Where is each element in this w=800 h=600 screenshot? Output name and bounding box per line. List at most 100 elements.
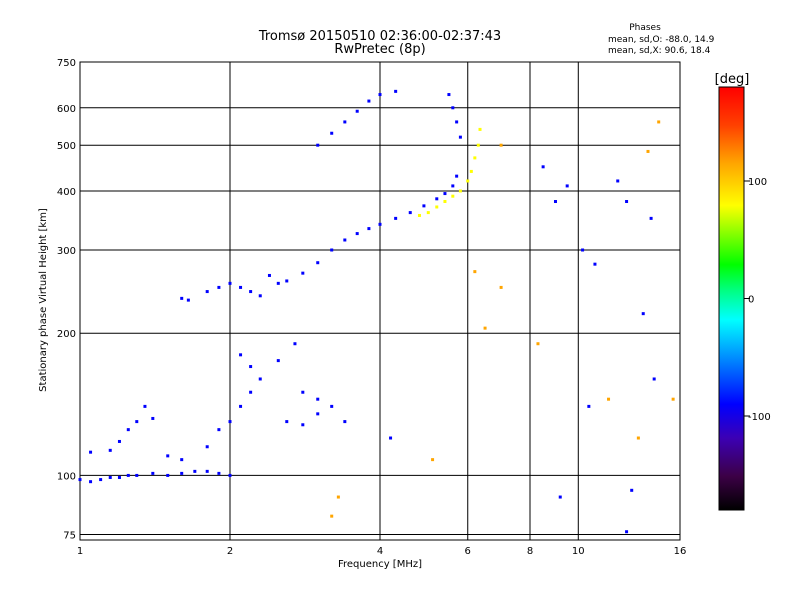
data-point bbox=[143, 404, 147, 408]
colorbar-tick-label: -100 bbox=[748, 412, 771, 423]
data-point bbox=[316, 143, 320, 147]
data-point bbox=[228, 420, 232, 424]
data-point bbox=[126, 428, 130, 432]
phase-box-x-line: mean, sd,X: 90.6, 18.4 bbox=[608, 46, 711, 56]
phase-box-header: Phases bbox=[629, 23, 661, 33]
data-point bbox=[316, 397, 320, 401]
data-point bbox=[126, 473, 130, 477]
y-tick-label: 300 bbox=[57, 246, 76, 257]
data-point bbox=[108, 475, 112, 479]
data-point bbox=[89, 480, 93, 484]
data-point bbox=[239, 404, 243, 408]
data-point bbox=[316, 261, 320, 265]
data-point bbox=[343, 420, 347, 424]
y-tick-label: 600 bbox=[57, 104, 76, 115]
data-point bbox=[330, 514, 334, 518]
data-point bbox=[607, 397, 611, 401]
data-point bbox=[343, 120, 347, 124]
x-tick-label: 4 bbox=[377, 546, 383, 557]
data-point bbox=[431, 458, 435, 462]
data-point bbox=[217, 428, 221, 432]
data-point bbox=[417, 213, 421, 217]
grid-lines bbox=[80, 62, 680, 540]
data-point bbox=[285, 420, 289, 424]
data-point bbox=[625, 200, 629, 204]
y-tick-label: 500 bbox=[57, 141, 76, 152]
data-point bbox=[641, 312, 645, 316]
data-point bbox=[355, 109, 359, 113]
y-tick-label: 750 bbox=[57, 58, 76, 69]
x-tick-label: 10 bbox=[572, 546, 585, 557]
data-point bbox=[249, 365, 253, 369]
y-axis-ticks: 75 100 200 300 400 500 600 750 bbox=[57, 58, 76, 541]
data-point bbox=[558, 495, 562, 499]
data-point bbox=[217, 471, 221, 475]
data-point bbox=[499, 285, 503, 289]
data-point bbox=[378, 222, 382, 226]
x-tick-label: 2 bbox=[227, 546, 233, 557]
y-tick-label: 200 bbox=[57, 329, 76, 340]
data-point bbox=[443, 200, 447, 204]
data-point bbox=[367, 227, 371, 231]
data-point bbox=[180, 471, 184, 475]
data-point bbox=[451, 106, 455, 110]
y-tick-label: 400 bbox=[57, 187, 76, 198]
data-point bbox=[447, 93, 451, 97]
colorbar bbox=[718, 86, 745, 511]
data-point bbox=[483, 326, 487, 330]
data-point bbox=[646, 149, 650, 153]
x-tick-label: 8 bbox=[527, 546, 533, 557]
colorbar-tick-label: 0 bbox=[748, 295, 754, 306]
data-point bbox=[553, 200, 557, 204]
data-point bbox=[451, 184, 455, 188]
data-point bbox=[330, 131, 334, 135]
data-point bbox=[616, 179, 620, 183]
data-point bbox=[285, 279, 289, 283]
data-point bbox=[228, 281, 232, 285]
x-tick-label: 6 bbox=[465, 546, 471, 557]
data-point bbox=[649, 216, 653, 220]
data-point bbox=[451, 194, 455, 198]
data-point bbox=[458, 135, 462, 139]
data-point bbox=[193, 469, 197, 473]
data-point bbox=[422, 204, 426, 208]
data-point bbox=[228, 473, 232, 477]
phase-box-o-line: mean, sd,O: -88.0, 14.9 bbox=[608, 35, 715, 45]
data-point bbox=[466, 179, 470, 183]
data-point bbox=[135, 420, 139, 424]
data-point bbox=[541, 165, 545, 169]
data-point bbox=[336, 495, 340, 499]
x-tick-label: 16 bbox=[674, 546, 687, 557]
data-point bbox=[78, 478, 82, 482]
colorbar-tick-label: 100 bbox=[748, 177, 767, 188]
data-point bbox=[316, 412, 320, 416]
data-point bbox=[117, 475, 121, 479]
data-point bbox=[186, 298, 190, 302]
data-point bbox=[330, 248, 334, 252]
data-point bbox=[205, 445, 209, 449]
data-point bbox=[99, 478, 103, 482]
data-point bbox=[469, 169, 473, 173]
data-point bbox=[652, 377, 656, 381]
data-point bbox=[276, 281, 280, 285]
data-point bbox=[536, 342, 540, 346]
data-point bbox=[587, 404, 591, 408]
data-point bbox=[636, 436, 640, 440]
data-point bbox=[301, 423, 305, 427]
chart-title: Tromsø 20150510 02:36:00-02:37:43 bbox=[258, 29, 501, 44]
data-point bbox=[671, 397, 675, 401]
data-point bbox=[330, 404, 334, 408]
colorbar-ticks: 100 0 -100 bbox=[744, 177, 771, 423]
data-point bbox=[435, 205, 439, 209]
data-point bbox=[455, 174, 459, 178]
data-point bbox=[249, 290, 253, 294]
chart-subtitle: RwPretec (8p) bbox=[334, 42, 425, 57]
data-point bbox=[166, 473, 170, 477]
x-tick-label: 1 bbox=[77, 546, 83, 557]
data-point bbox=[267, 273, 271, 277]
data-point bbox=[217, 285, 221, 289]
data-point bbox=[408, 211, 412, 215]
data-point bbox=[301, 390, 305, 394]
data-point bbox=[458, 189, 462, 193]
x-axis-label: Frequency [MHz] bbox=[338, 559, 422, 570]
